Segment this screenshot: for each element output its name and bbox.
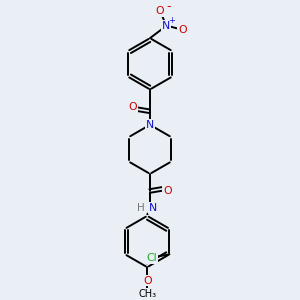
Text: -: - bbox=[166, 0, 171, 13]
Text: O: O bbox=[178, 25, 187, 35]
Text: O: O bbox=[163, 186, 172, 196]
Text: O: O bbox=[156, 6, 164, 16]
Text: CH₃: CH₃ bbox=[138, 289, 156, 299]
Text: O: O bbox=[143, 275, 152, 286]
Text: O: O bbox=[128, 102, 137, 112]
Text: N: N bbox=[146, 120, 154, 130]
Text: H: H bbox=[137, 203, 145, 213]
Text: N: N bbox=[162, 21, 170, 31]
Text: Cl: Cl bbox=[147, 253, 158, 263]
Text: +: + bbox=[168, 16, 175, 25]
Text: N: N bbox=[149, 203, 157, 213]
